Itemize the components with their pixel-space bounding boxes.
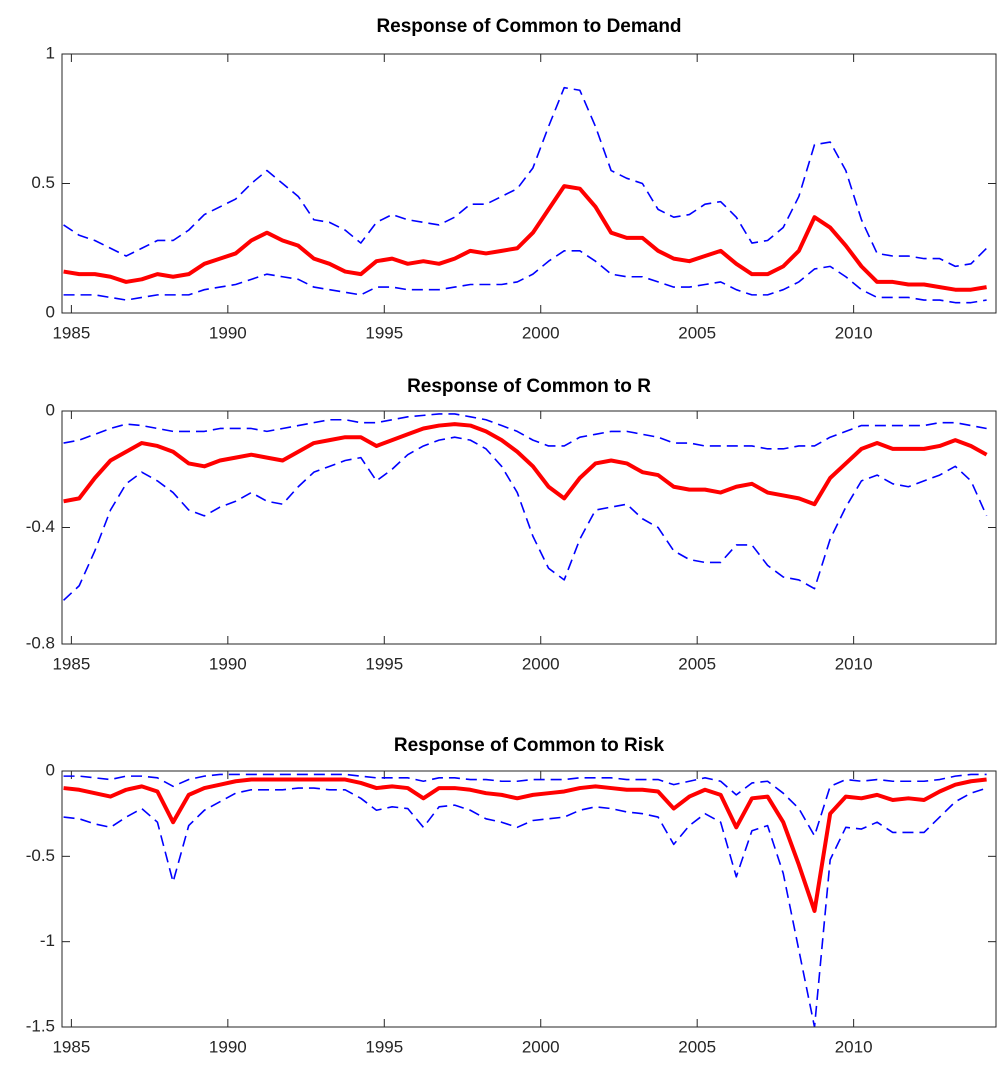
subplot: Response of Common to R 1985 1990 1995 2000 2… — [26, 376, 997, 673]
subplot: Response of Common to Risk 1985 1990 1995 20… — [26, 735, 997, 1056]
x-tick-label: 2010 — [835, 654, 873, 673]
median-line — [63, 422, 988, 507]
subplot: Response of Common to Demand 1985 1990 1995… — [31, 16, 997, 342]
x-tick-label: 2005 — [678, 323, 716, 342]
y-tick-label: 0.5 — [31, 173, 55, 192]
x-tick-label: 2010 — [835, 1037, 873, 1056]
y-tick-label: 0 — [46, 302, 55, 321]
median-line — [63, 184, 987, 292]
plot-area — [62, 54, 996, 313]
median-line — [63, 777, 987, 913]
y-tick-label: -0.4 — [26, 517, 55, 536]
x-tick-label: 1985 — [52, 323, 90, 342]
plot-area — [62, 771, 996, 1027]
y-tick-label: -1.5 — [26, 1016, 55, 1035]
x-tick-label: 2000 — [522, 654, 560, 673]
chart-title: Response of Common to R — [407, 376, 651, 397]
chart-title: Response of Common to Demand — [376, 16, 681, 37]
band-line — [63, 436, 988, 601]
band-line — [63, 787, 987, 1027]
axes-box — [61, 53, 997, 314]
y-tick-label: -1 — [40, 931, 55, 950]
axes-box — [61, 770, 997, 1028]
band-line — [63, 773, 987, 837]
x-tick-label: 1985 — [52, 654, 90, 673]
x-tick-label: 1990 — [209, 654, 247, 673]
y-tick-label: 0 — [46, 760, 55, 779]
x-tick-label: 2005 — [678, 1037, 716, 1056]
x-tick-label: 2000 — [522, 323, 560, 342]
x-tick-label: 1990 — [209, 1037, 247, 1056]
band-line — [63, 413, 987, 450]
band-line — [63, 86, 988, 268]
y-tick-label: -0.5 — [26, 846, 55, 865]
y-tick-label: -0.8 — [26, 633, 55, 652]
x-tick-label: 2010 — [835, 323, 873, 342]
x-tick-label: 2005 — [678, 654, 716, 673]
band-line — [63, 250, 987, 304]
x-tick-label: 1995 — [365, 323, 403, 342]
axes-box — [61, 410, 997, 645]
x-tick-label: 1985 — [52, 1037, 90, 1056]
x-tick-label: 2000 — [522, 1037, 560, 1056]
y-tick-label: 0 — [46, 400, 55, 419]
y-tick-label: 1 — [46, 43, 55, 62]
x-tick-label: 1995 — [365, 1037, 403, 1056]
x-tick-label: 1995 — [365, 654, 403, 673]
x-tick-label: 1990 — [209, 323, 247, 342]
chart-title: Response of Common to Risk — [394, 735, 665, 756]
